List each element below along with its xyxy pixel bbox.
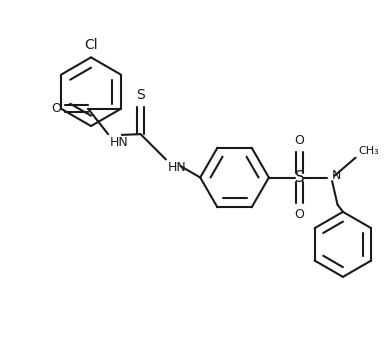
Text: O: O bbox=[51, 102, 61, 115]
Text: HN: HN bbox=[168, 161, 186, 174]
Text: HN: HN bbox=[110, 136, 129, 149]
Text: CH₃: CH₃ bbox=[358, 146, 379, 156]
Text: Cl: Cl bbox=[84, 38, 98, 52]
Text: O: O bbox=[295, 134, 305, 147]
Text: N: N bbox=[332, 169, 341, 182]
Text: O: O bbox=[295, 208, 305, 221]
Text: S: S bbox=[295, 170, 305, 185]
Text: S: S bbox=[136, 88, 145, 102]
